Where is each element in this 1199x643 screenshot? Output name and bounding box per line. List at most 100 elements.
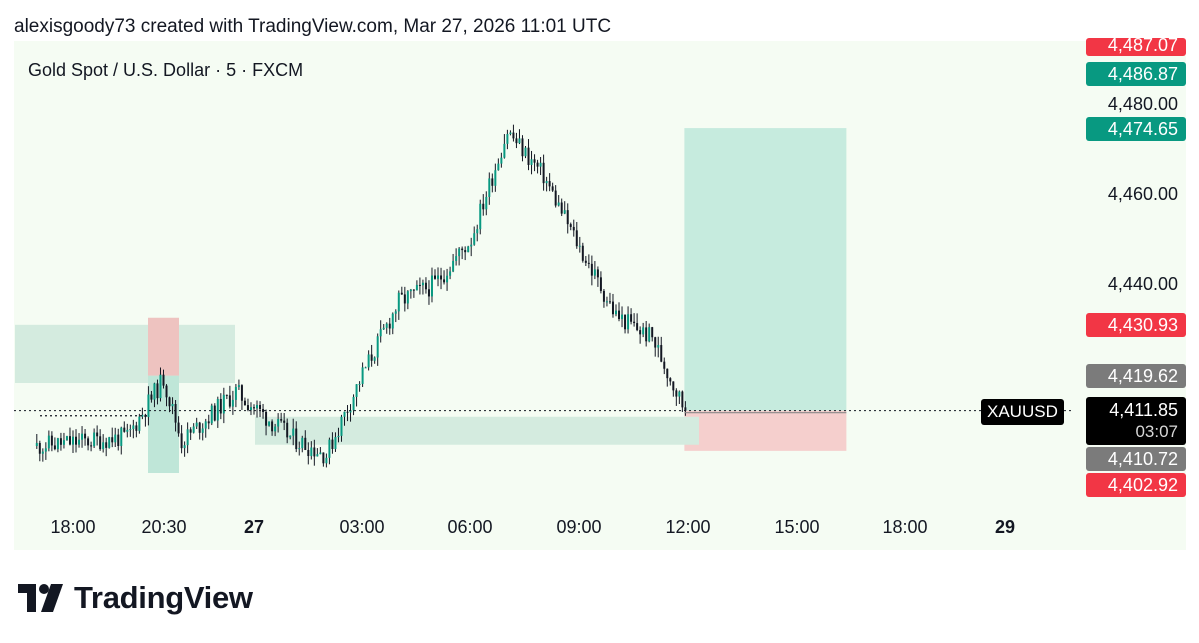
candle-body [645,327,648,342]
candle-body [96,432,99,437]
candle-body [660,345,663,362]
candle-body [557,202,560,206]
candle-body [678,391,681,397]
candle-body [524,147,527,157]
candle-body [168,397,171,407]
candle-body [156,383,159,399]
candle-body [666,368,669,379]
candle-body [627,314,630,330]
candle-body [50,435,53,446]
time-tick-1500: 15:00 [774,517,820,537]
candle-body [624,314,627,330]
candle-body [165,385,168,398]
target-zone [684,128,847,411]
candle-body [171,403,174,407]
candle-body [68,436,71,445]
candle-body [648,327,651,342]
candle-body [75,436,78,445]
candle-body [117,434,120,446]
candle-body [530,159,533,165]
candle-body [219,398,222,414]
candle-body [304,437,307,450]
candle-body [47,435,50,449]
bar-countdown: 03:07 [1135,422,1178,441]
candle-body [394,311,397,314]
candle-body [301,437,304,449]
candle-body [605,301,608,303]
candle-body [268,421,271,426]
price-label-4410: 4,410.72 [1086,447,1186,471]
chart-area[interactable] [14,41,1186,550]
candle-body [621,314,624,320]
candle-body [458,248,461,257]
candle-body [41,451,44,454]
small-target-zone [148,375,179,473]
time-tick-1800: 18:00 [50,517,96,537]
candle-body [376,336,379,358]
candle-body [370,354,373,361]
candle-body [114,434,117,443]
brand-name: TradingView [74,580,253,615]
candle-body [129,429,132,431]
candle-body [204,421,207,429]
candle-body [99,436,102,450]
candle-body [90,445,93,447]
candle-body [343,411,346,417]
candle-body [446,275,449,283]
candle-body [470,244,473,247]
candle-body [141,414,144,417]
candle-body [455,256,458,261]
time-tick-1200: 12:00 [665,517,711,537]
candle-body [596,269,599,278]
candle-body [379,329,382,337]
candle-body [361,367,364,384]
candle-body [669,378,672,382]
tradingview-logo-icon [18,584,63,612]
candle-body [210,405,213,424]
candle-body [527,147,530,165]
candle-body [551,186,554,191]
price-label-4430: 4,430.93 [1086,313,1186,337]
candle-body [231,399,234,407]
candle-body [385,323,388,328]
candle-body [150,394,153,400]
candle-body [228,395,231,407]
candle-body [467,246,470,253]
candle-body [611,301,614,315]
candle-body [44,448,47,452]
candle-body [418,284,421,286]
candle-body [497,163,500,171]
candle-body [434,275,436,279]
candle-body [62,440,65,445]
candle-body [473,233,476,245]
current-price: 4,411.85 [1109,400,1178,420]
candle-body [358,383,361,385]
candle-body [87,438,90,446]
candle-body [277,419,280,427]
candle-body [38,442,41,454]
candle-body [608,301,611,303]
candle-body [274,426,277,432]
candle-body [262,409,265,413]
candle-body [153,383,156,400]
candle-body [183,445,186,449]
candle-body [105,442,108,448]
candle-body [412,289,415,291]
candle-body [542,162,545,184]
candle-body [578,245,581,247]
candle-body [213,405,216,421]
candle-body [201,428,204,433]
candle-body [295,428,298,450]
candle-body [437,275,440,279]
candle-body [569,224,572,227]
candle-body [461,248,464,251]
candle-body [657,345,660,348]
candle-body [602,290,605,302]
candle-body [207,421,210,424]
candle-body [120,427,123,446]
candle-body [310,447,313,457]
candle-body [615,310,617,315]
candle-body [346,411,349,413]
candle-body [533,159,536,163]
price-chart[interactable] [14,41,1186,550]
